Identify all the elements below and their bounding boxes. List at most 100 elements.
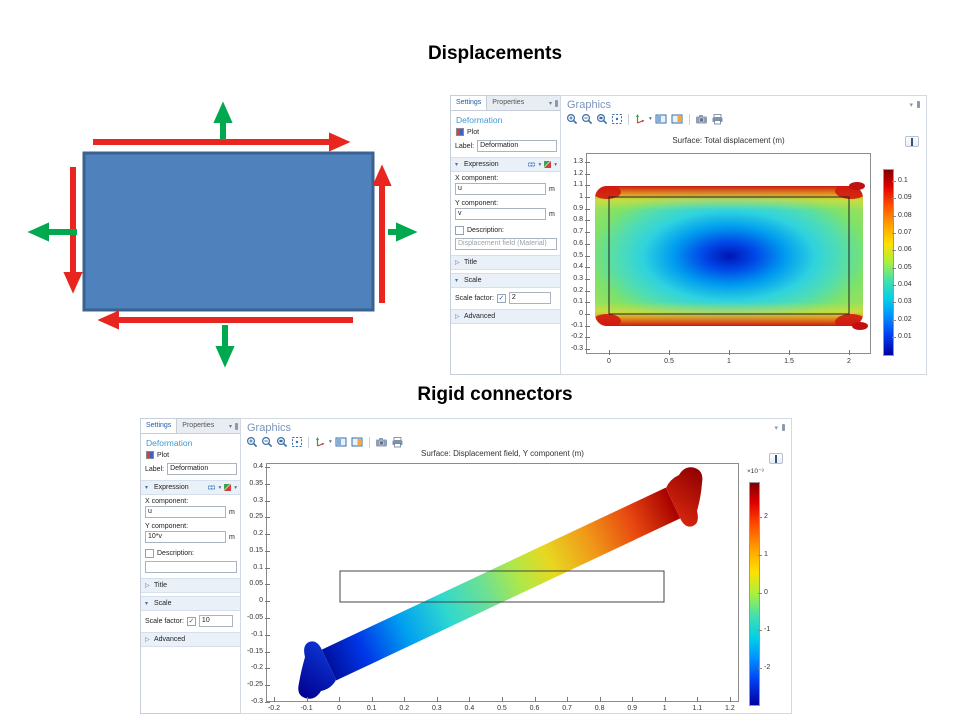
pin-icon[interactable] <box>782 424 785 431</box>
insert-expression-icon[interactable] <box>543 160 552 169</box>
section-expression[interactable]: ▾ Expression ▾ ▾ <box>141 480 241 495</box>
tick-label: 0.05 <box>892 263 924 273</box>
chevron-down-icon[interactable]: ▾ <box>538 161 542 168</box>
scale-factor-field[interactable]: 2 <box>508 292 551 304</box>
zoom-out-icon[interactable] <box>261 436 273 448</box>
chevron-down-icon[interactable]: ▾ <box>234 484 237 491</box>
tick-label: 1.5 <box>769 350 809 365</box>
section-advanced[interactable]: ▷ Advanced <box>451 309 561 324</box>
tick-label: 0.8 <box>585 697 615 712</box>
tab-properties[interactable]: Properties <box>182 422 215 429</box>
tick-label: -0.15 <box>247 647 270 655</box>
tick-label: 0.15 <box>249 546 270 554</box>
y-component-field[interactable]: 10*v <box>145 531 226 543</box>
tick-label: 1 <box>579 193 590 201</box>
tick-label: 0.07 <box>892 228 924 238</box>
tick-label: 0 <box>758 588 788 598</box>
tick-label: -0.1 <box>250 630 271 638</box>
label-field[interactable]: Deformation <box>477 140 557 152</box>
x-unit: m <box>229 508 235 516</box>
chevron-down-icon[interactable]: ▾ <box>218 484 222 491</box>
replace-expression-icon[interactable] <box>527 160 536 169</box>
description-checkbox[interactable] <box>145 549 154 558</box>
tick-label: 0.3 <box>422 697 452 712</box>
camera-icon[interactable] <box>375 436 388 448</box>
tick-label: 0.7 <box>573 228 590 236</box>
zoom-in-icon[interactable] <box>246 436 258 448</box>
go-to-default-view-icon[interactable] <box>314 436 326 448</box>
tick-label: 0.2 <box>253 530 270 538</box>
collapse-triangle-icon: ▾ <box>455 162 459 168</box>
show-selection-view-icon[interactable] <box>671 113 684 125</box>
chevron-down-icon[interactable]: ▾ <box>774 424 778 432</box>
description-field[interactable] <box>145 561 237 573</box>
tick-label: 0.5 <box>573 251 590 259</box>
graphics-toolbar: ▾ <box>241 435 791 449</box>
blue-rectangle <box>82 151 375 312</box>
zoom-extents-icon[interactable] <box>291 436 303 448</box>
tab-settings[interactable]: Settings <box>451 96 488 110</box>
section-scale[interactable]: ▾ Scale <box>141 596 241 611</box>
description-field[interactable]: Displacement field (Material) <box>455 238 557 250</box>
graphics-header: Graphics ▾ <box>561 96 926 112</box>
chevron-down-icon[interactable]: ▾ <box>548 100 552 107</box>
graphics-panel-top: Graphics ▾ ▾ Surface: Total displacement… <box>560 95 927 375</box>
zoom-extents-icon[interactable] <box>611 113 623 125</box>
chevron-down-icon[interactable]: ▾ <box>909 101 913 109</box>
zoom-box-icon[interactable] <box>596 113 608 125</box>
zoom-out-icon[interactable] <box>581 113 593 125</box>
tick-label: 0.4 <box>253 463 270 470</box>
colorbar <box>749 482 760 706</box>
x-component-field[interactable]: u <box>145 506 226 518</box>
chevron-down-icon[interactable]: ▾ <box>228 423 232 430</box>
label-field[interactable]: Deformation <box>167 463 237 475</box>
plot-frame[interactable] <box>586 153 871 354</box>
pin-icon[interactable] <box>917 101 920 108</box>
tick-label: -0.2 <box>259 697 289 712</box>
scale-factor-checkbox[interactable]: ✓ <box>496 293 506 303</box>
replace-expression-icon[interactable] <box>207 483 216 492</box>
tick-label: 0.08 <box>892 211 924 221</box>
tick-label: 0 <box>579 309 590 317</box>
section-expression[interactable]: ▾ Expression ▾ ▾ <box>451 157 561 172</box>
description-checkbox[interactable] <box>455 226 464 235</box>
zoom-in-icon[interactable] <box>566 113 578 125</box>
section-title[interactable]: ▷ Title <box>451 255 561 270</box>
plot-button[interactable] <box>769 453 783 464</box>
pin-icon[interactable] <box>555 99 558 107</box>
printer-icon[interactable] <box>391 436 404 448</box>
show-grid-view-icon[interactable] <box>655 113 668 125</box>
tab-settings[interactable]: Settings <box>141 419 178 433</box>
settings-panel-bottom: Settings Properties ▾ Deformation Plot L… <box>140 418 242 714</box>
title-displacements: Displacements <box>427 43 563 64</box>
camera-icon[interactable] <box>695 113 708 125</box>
show-grid-view-icon[interactable] <box>335 436 348 448</box>
section-advanced[interactable]: ▷ Advanced <box>141 632 241 647</box>
tick-label: -1 <box>758 625 788 635</box>
chevron-down-icon[interactable]: ▾ <box>554 161 557 168</box>
tick-label: 0.5 <box>649 350 689 365</box>
displacement-diagram <box>27 101 418 368</box>
tick-label: -0.05 <box>247 614 270 622</box>
zoom-box-icon[interactable] <box>276 436 288 448</box>
plot-frame[interactable] <box>266 463 739 702</box>
printer-icon[interactable] <box>711 113 724 125</box>
tick-label: -0.2 <box>250 664 271 672</box>
scale-factor-checkbox[interactable]: ✓ <box>186 616 196 626</box>
show-selection-view-icon[interactable] <box>351 436 364 448</box>
tick-label: 0 <box>324 697 354 712</box>
scale-factor-field[interactable]: 10 <box>198 615 233 627</box>
y-component-field[interactable]: v <box>455 208 546 220</box>
go-to-default-view-icon[interactable] <box>634 113 646 125</box>
chevron-down-icon[interactable]: ▾ <box>329 439 332 445</box>
pin-icon[interactable] <box>235 422 238 430</box>
x-component-field[interactable]: u <box>455 183 546 195</box>
tab-properties[interactable]: Properties <box>492 99 525 106</box>
chevron-down-icon[interactable]: ▾ <box>649 116 652 122</box>
insert-expression-icon[interactable] <box>223 483 232 492</box>
tick-label: 0 <box>589 350 629 365</box>
plot-button[interactable] <box>905 136 919 147</box>
toolbar-separator <box>308 436 309 448</box>
section-scale[interactable]: ▾ Scale <box>451 273 561 288</box>
section-title[interactable]: ▷ Title <box>141 578 241 593</box>
